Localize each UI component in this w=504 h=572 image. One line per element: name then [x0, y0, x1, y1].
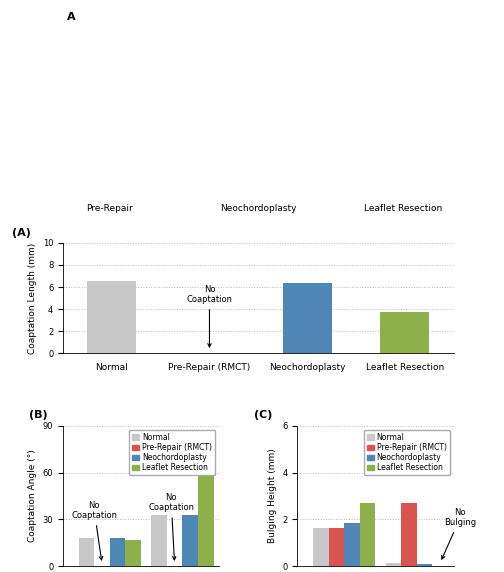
Bar	[344, 523, 360, 566]
Bar	[151, 515, 167, 566]
Y-axis label: Bulging Height (mm): Bulging Height (mm)	[268, 448, 277, 543]
Text: (B): (B)	[29, 410, 47, 420]
Text: No
Bulging: No Bulging	[442, 508, 476, 559]
Y-axis label: Coaptation Angle (°): Coaptation Angle (°)	[28, 450, 37, 542]
Bar	[110, 538, 125, 566]
Bar	[87, 281, 136, 353]
Bar	[386, 563, 401, 566]
Bar	[125, 540, 141, 566]
Bar	[313, 528, 329, 566]
Bar	[401, 503, 417, 566]
Bar	[283, 283, 332, 353]
Y-axis label: Coaptation Length (mm): Coaptation Length (mm)	[28, 243, 37, 353]
Legend: Normal, Pre-Repair (RMCT), Neochordoplasty, Leaflet Resection: Normal, Pre-Repair (RMCT), Neochordoplas…	[364, 430, 450, 475]
Bar	[329, 528, 344, 566]
Text: Pre-Repair: Pre-Repair	[87, 204, 133, 213]
Text: A: A	[67, 12, 76, 22]
Text: (C): (C)	[254, 410, 272, 420]
Text: No
Coaptation: No Coaptation	[148, 493, 194, 560]
Text: Neochordoplasty: Neochordoplasty	[220, 204, 296, 213]
Bar	[198, 476, 214, 566]
Text: (A): (A)	[12, 228, 31, 239]
Bar	[360, 503, 375, 566]
Bar	[417, 564, 432, 566]
Text: No
Coaptation: No Coaptation	[71, 500, 117, 560]
Bar	[182, 515, 198, 566]
Legend: Normal, Pre-Repair (RMCT), Neochordoplasty, Leaflet Resection: Normal, Pre-Repair (RMCT), Neochordoplas…	[130, 430, 215, 475]
Text: Leaflet Resection: Leaflet Resection	[364, 204, 442, 213]
Text: No
Coaptation: No Coaptation	[186, 285, 232, 347]
Bar	[79, 538, 94, 566]
Bar	[381, 312, 429, 353]
